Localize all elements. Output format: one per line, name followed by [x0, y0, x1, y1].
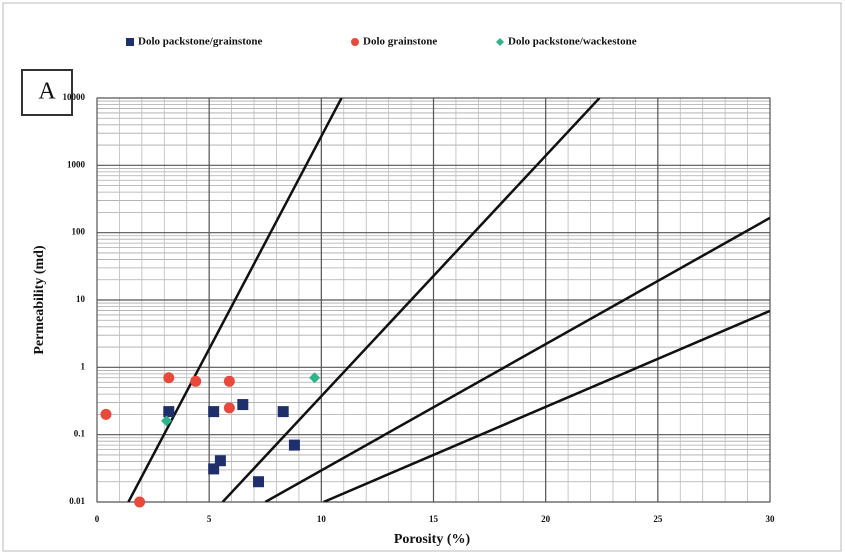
y-tick-label: 1000 [67, 159, 86, 169]
legend-swatch [496, 38, 504, 46]
point [214, 455, 226, 467]
y-tick-label: 10000 [63, 92, 86, 102]
trend-line [127, 98, 343, 502]
point [161, 415, 173, 427]
x-tick-label: 0 [95, 514, 100, 524]
point [208, 406, 220, 418]
legend-swatch [126, 38, 134, 46]
point [237, 399, 249, 411]
legend-label: Dolo packstone/grainstone [138, 36, 262, 48]
trend-line [221, 98, 601, 502]
y-tick-label: 100 [72, 227, 86, 237]
point [208, 463, 220, 475]
x-tick-label: 30 [766, 514, 776, 524]
point [277, 406, 289, 418]
y-tick-label: 10 [76, 294, 86, 304]
y-tick-label: 1 [81, 361, 86, 371]
panel-box [21, 69, 73, 116]
legend-label: Dolo packstone/wackestone [508, 36, 637, 48]
legend-swatch [351, 38, 359, 46]
point [223, 402, 235, 414]
legend-label: Dolo grainstone [363, 36, 437, 48]
y-axis-title: Permeability (md) [32, 245, 47, 355]
point [288, 439, 300, 451]
x-tick-label: 5 [207, 514, 212, 524]
x-tick-label: 10 [317, 514, 327, 524]
point [253, 476, 265, 488]
point [100, 408, 112, 420]
point [163, 406, 175, 418]
point [163, 372, 175, 384]
plot-border [96, 97, 771, 503]
trend-line [323, 309, 770, 502]
x-tick-label: 20 [541, 514, 551, 524]
point [190, 375, 202, 387]
x-tick-label: 25 [653, 514, 663, 524]
y-tick-label: 0.01 [69, 496, 85, 506]
point [223, 375, 235, 387]
point [309, 372, 321, 384]
y-tick-label: 0.1 [74, 429, 86, 439]
x-tick-label: 15 [429, 514, 439, 524]
x-axis-title: Porosity (%) [394, 532, 471, 547]
panel-label: A [38, 79, 56, 105]
trend-line [264, 216, 770, 502]
point [134, 496, 146, 508]
